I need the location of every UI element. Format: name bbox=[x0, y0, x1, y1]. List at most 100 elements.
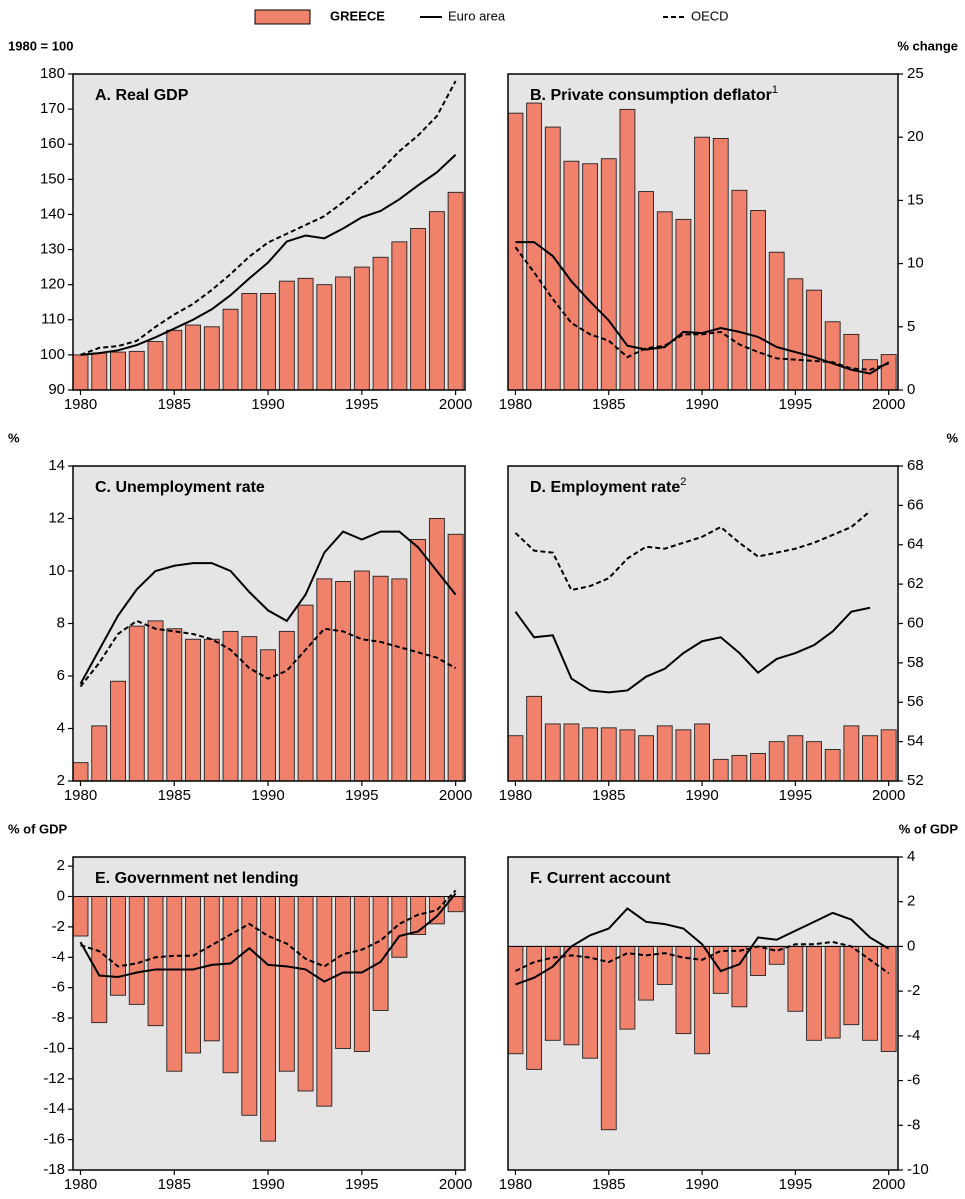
bar bbox=[166, 628, 183, 782]
series-line: OECD bbox=[515, 940, 890, 975]
panel: % of GDP -18 -16 -14 -12 -10 -8 -6 -4 -2 0 2 1980 198… bbox=[8, 821, 472, 1193]
plot-frame bbox=[72, 73, 466, 391]
x-tick-label: 1995 bbox=[779, 396, 812, 413]
bar bbox=[128, 896, 145, 1005]
series-line: Euro area bbox=[80, 154, 457, 356]
bar bbox=[619, 945, 636, 1030]
bar bbox=[391, 578, 408, 782]
y-tick-label: 58 bbox=[907, 654, 924, 671]
panel-title: A. Real GDP bbox=[95, 87, 189, 104]
bar bbox=[619, 729, 636, 782]
bar bbox=[353, 266, 370, 391]
bar bbox=[147, 620, 164, 782]
bar bbox=[72, 354, 89, 391]
plot-frame bbox=[72, 856, 466, 1171]
x-tick-label: 1990 bbox=[685, 787, 718, 804]
bar bbox=[563, 945, 580, 1046]
panel-title-note: 1 bbox=[772, 84, 778, 96]
bar bbox=[335, 581, 352, 782]
y-tick-label: -10 bbox=[43, 1039, 65, 1056]
y-tick-label: 54 bbox=[907, 733, 924, 750]
bar bbox=[638, 191, 655, 391]
y-tick-label: 90 bbox=[48, 381, 65, 398]
series-line: Euro area bbox=[79, 892, 457, 983]
bar bbox=[353, 896, 370, 1052]
y-axis-label: 1980 = 100 bbox=[8, 38, 73, 53]
bar bbox=[880, 945, 897, 1052]
x-tick-label: 2000 bbox=[439, 787, 472, 804]
y-tick-label: 56 bbox=[907, 693, 924, 710]
bar bbox=[731, 189, 748, 391]
panel-title: D. Employment rate2 bbox=[530, 476, 686, 496]
x-tick-label: 1995 bbox=[345, 787, 378, 804]
bar bbox=[787, 945, 804, 1012]
x-tick-label: 1995 bbox=[345, 1176, 378, 1193]
panel-title: B. Private consumption deflator1 bbox=[530, 84, 778, 104]
series-line: OECD bbox=[514, 510, 871, 592]
bar bbox=[185, 324, 201, 391]
x-tick-label: 2000 bbox=[439, 396, 472, 413]
bar bbox=[544, 126, 561, 391]
x-tick-label: 2000 bbox=[872, 396, 905, 413]
y-tick-label: 66 bbox=[907, 496, 924, 513]
bar bbox=[731, 754, 748, 782]
y-tick-label: 130 bbox=[40, 241, 65, 258]
y-tick-label: 140 bbox=[40, 205, 65, 222]
y-tick-label: -6 bbox=[52, 979, 65, 996]
bar bbox=[880, 729, 897, 782]
bar bbox=[750, 752, 766, 782]
y-tick-label: 15 bbox=[907, 191, 924, 208]
y-tick-label: 4 bbox=[907, 848, 915, 865]
y-tick-label: -4 bbox=[907, 1027, 920, 1044]
plot-frame bbox=[507, 465, 899, 782]
bar bbox=[675, 218, 692, 391]
bar bbox=[824, 749, 841, 782]
y-tick-label: 64 bbox=[907, 536, 924, 553]
bar bbox=[297, 277, 314, 391]
bar bbox=[619, 108, 636, 391]
y-tick-label: 0 bbox=[57, 887, 65, 904]
y-tick-label: 10 bbox=[907, 255, 924, 272]
panel-title: F. Current account bbox=[530, 870, 671, 887]
bar bbox=[712, 758, 729, 782]
y-tick-label: -12 bbox=[43, 1070, 65, 1087]
bar bbox=[750, 210, 766, 391]
x-tick-label: 1995 bbox=[779, 787, 812, 804]
bar bbox=[222, 308, 239, 391]
legend-label: OECD bbox=[691, 8, 729, 23]
bar bbox=[110, 680, 126, 782]
y-tick-label: -8 bbox=[52, 1009, 65, 1026]
plot-frame bbox=[72, 465, 466, 782]
x-tick-label: 1995 bbox=[345, 396, 378, 413]
y-tick-label: 12 bbox=[48, 509, 65, 526]
bar bbox=[526, 695, 543, 782]
bar bbox=[72, 896, 89, 937]
plot-frame bbox=[507, 856, 899, 1171]
plot-frame bbox=[507, 73, 899, 391]
y-tick-label: -2 bbox=[52, 918, 65, 935]
y-tick-label: 10 bbox=[48, 562, 65, 579]
bar bbox=[166, 896, 183, 1072]
bar bbox=[768, 741, 785, 782]
bar bbox=[203, 896, 220, 1042]
y-tick-label: 100 bbox=[40, 346, 65, 363]
bar bbox=[806, 945, 822, 1041]
y-tick-label: 62 bbox=[907, 575, 924, 592]
panel-title-note: 2 bbox=[680, 476, 686, 488]
bar bbox=[750, 945, 766, 976]
bar bbox=[694, 945, 710, 1055]
bar bbox=[185, 638, 201, 782]
bar bbox=[278, 280, 295, 391]
bar bbox=[91, 896, 108, 1024]
y-tick-label: 5 bbox=[907, 318, 915, 335]
bar bbox=[768, 251, 785, 391]
y-tick-label: -6 bbox=[907, 1072, 920, 1089]
bar bbox=[600, 727, 617, 782]
x-tick-label: 1985 bbox=[158, 787, 191, 804]
y-tick-label: 68 bbox=[907, 457, 924, 474]
bar bbox=[353, 570, 370, 782]
panel-title: E. Government net lending bbox=[95, 870, 299, 887]
series-line: Euro area bbox=[515, 907, 890, 986]
x-tick-label: 1980 bbox=[499, 1176, 532, 1193]
bar bbox=[600, 945, 617, 1131]
